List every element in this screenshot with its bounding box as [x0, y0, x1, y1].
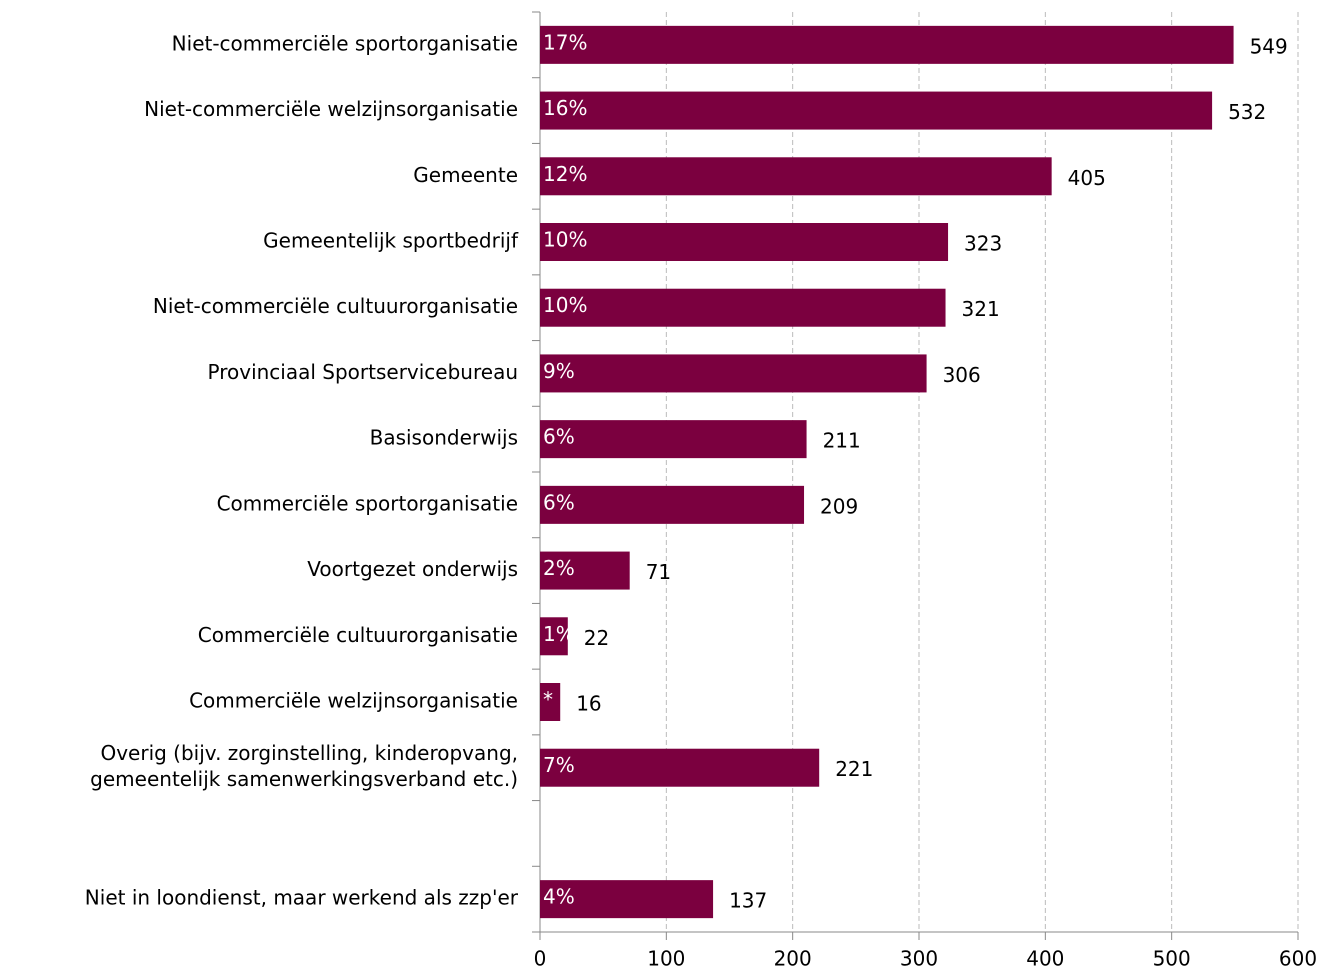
bar: [540, 223, 949, 261]
bar: [540, 485, 805, 524]
data-label: 405: [1068, 166, 1106, 190]
share-label: 4%: [543, 885, 575, 909]
data-label: 321: [962, 297, 1000, 321]
share-label: 10%: [543, 228, 587, 252]
bar: [540, 617, 568, 656]
data-label: 323: [964, 232, 1002, 256]
data-label: 71: [646, 560, 671, 584]
y-tick-label: Commerciële cultuurorganisatie: [198, 623, 518, 647]
bar: [540, 420, 807, 459]
y-tick-label: Provinciaal Sportservicebureau: [208, 360, 519, 384]
share-label: 16%: [543, 96, 587, 120]
share-label: 6%: [543, 490, 575, 514]
x-tick-label: 300: [900, 947, 938, 970]
share-label: *: [543, 688, 553, 712]
bar: [540, 354, 927, 393]
y-tick-label: Commerciële welzijnsorganisatie: [189, 689, 518, 713]
share-label: 9%: [543, 359, 575, 383]
share-label: 17%: [543, 30, 587, 54]
data-label: 137: [729, 889, 767, 913]
y-tick-label: Niet in loondienst, maar werkend als zzp…: [85, 886, 519, 910]
y-tick-label: gemeentelijk samenwerkingsverband etc.): [90, 767, 518, 791]
data-label: 16: [576, 692, 601, 716]
bar: [540, 683, 561, 721]
data-label: 209: [820, 494, 858, 518]
x-tick-label: 600: [1279, 947, 1317, 970]
x-tick-label: 400: [1026, 947, 1064, 970]
y-tick-label: Overig (bijv. zorginstelling, kinderopva…: [100, 741, 518, 765]
bar: [540, 25, 1234, 64]
y-tick-label: Gemeentelijk sportbedrijf: [263, 229, 519, 253]
share-label: 12%: [543, 162, 587, 186]
y-tick-label: Niet-commerciële welzijnsorganisatie: [144, 97, 518, 121]
y-tick-label: Basisonderwijs: [370, 426, 518, 450]
share-label: 2%: [543, 556, 575, 580]
bar: [540, 157, 1052, 196]
bar: [540, 551, 630, 590]
bar: [540, 880, 714, 919]
x-tick-label: 0: [534, 947, 547, 970]
share-label: 7%: [543, 753, 575, 777]
y-tick-label: Niet-commerciële cultuurorganisatie: [153, 294, 518, 318]
share-label: 10%: [543, 293, 587, 317]
data-label: 549: [1250, 34, 1288, 58]
y-tick-label: Gemeente: [413, 163, 518, 187]
data-label: 211: [823, 429, 861, 453]
x-tick-label: 100: [647, 947, 685, 970]
bar: [540, 91, 1213, 130]
data-label: 532: [1228, 100, 1266, 124]
data-label: 22: [584, 626, 609, 650]
data-label: 306: [943, 363, 981, 387]
data-label: 221: [835, 757, 873, 781]
share-label: 1%: [543, 622, 575, 646]
bar: [540, 288, 946, 327]
y-tick-label: Commerciële sportorganisatie: [217, 491, 518, 515]
y-tick-label: Voortgezet onderwijs: [307, 557, 518, 581]
share-label: 6%: [543, 425, 575, 449]
bar: [540, 748, 820, 787]
y-tick-label: Niet-commerciële sportorganisatie: [172, 31, 518, 55]
x-tick-label: 200: [774, 947, 812, 970]
x-tick-label: 500: [1153, 947, 1191, 970]
